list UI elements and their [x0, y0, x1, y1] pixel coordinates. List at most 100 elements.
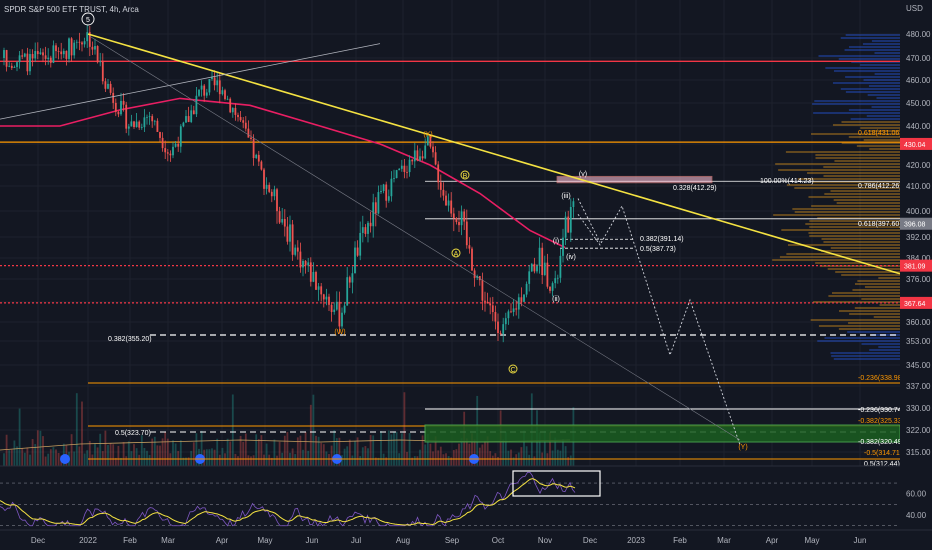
volume-bar	[70, 434, 73, 466]
volume-bar	[434, 436, 437, 466]
volume-bar	[437, 450, 440, 466]
candle-body	[73, 42, 76, 56]
candle-body	[419, 156, 421, 161]
profile-bar	[772, 259, 900, 261]
profile-bar	[845, 91, 900, 93]
fib-label: -0.236(338.98)	[858, 375, 904, 382]
profile-bar	[868, 85, 900, 87]
volume-bar	[73, 451, 76, 466]
candle-body	[231, 107, 234, 113]
candle-body	[122, 100, 125, 105]
profile-bar	[854, 283, 900, 285]
candle-body	[387, 196, 390, 201]
candle-body	[330, 304, 333, 312]
volume-bar	[447, 456, 450, 466]
profile-bar	[854, 307, 900, 309]
volume-bar	[242, 441, 245, 466]
profile-bar	[792, 208, 900, 210]
candle-body	[101, 61, 104, 82]
volume-bar	[83, 453, 86, 466]
volume-bar	[465, 438, 468, 466]
candle-body	[567, 216, 570, 233]
candle-body	[112, 92, 115, 103]
profile-bar	[850, 118, 900, 120]
candle-body	[224, 90, 226, 100]
profile-bar	[786, 184, 900, 186]
volume-bar	[244, 433, 247, 466]
candle-body	[195, 95, 198, 115]
candle-body	[528, 271, 531, 284]
volume-bar	[291, 448, 294, 466]
candle-body	[296, 247, 299, 252]
candle-body	[307, 262, 310, 266]
candle-body	[315, 271, 317, 290]
profile-bar	[794, 187, 900, 189]
profile-bar	[787, 244, 900, 246]
candle-body	[130, 121, 133, 127]
profile-bar	[807, 172, 900, 174]
profile-bar	[878, 277, 900, 279]
volume-bar	[556, 449, 559, 466]
price-tick-label: 360.00	[906, 318, 931, 327]
volume-bar	[429, 443, 432, 466]
candle-body	[465, 221, 468, 246]
candle-body	[572, 201, 575, 207]
volume-bar	[156, 445, 159, 466]
volume-bar	[192, 442, 195, 466]
candle-body	[268, 184, 271, 192]
candle-body	[549, 286, 551, 291]
volume-bar	[450, 457, 453, 466]
time-tick-label: Aug	[396, 536, 410, 545]
candle-body	[452, 213, 455, 219]
volume-bar	[42, 436, 44, 466]
profile-bar	[879, 304, 900, 306]
price-tick-label: 470.00	[906, 54, 931, 63]
price-tick-label: 376.00	[906, 275, 931, 284]
price-axis[interactable]: USD 480.00470.00460.00450.00440.00430.00…	[900, 0, 932, 530]
ma-line	[0, 97, 566, 249]
volume-bar	[276, 455, 278, 466]
time-tick-label: Sep	[445, 536, 460, 545]
profile-bar	[860, 127, 900, 129]
fib-label: 0.618(397.60)	[858, 221, 902, 228]
wave-label: A	[454, 251, 459, 258]
volume-bar	[468, 443, 471, 466]
candle-body	[346, 277, 349, 306]
osc-highlight-box	[512, 470, 601, 497]
volume-bar	[3, 453, 5, 466]
volume-bar	[484, 440, 486, 466]
candle-body	[304, 260, 307, 266]
candle-body	[543, 262, 546, 275]
volume-bar	[216, 438, 219, 466]
candle-body	[34, 51, 37, 59]
profile-bar	[833, 358, 900, 360]
candle-body	[229, 98, 232, 113]
volume-bar	[549, 432, 551, 466]
profile-bar	[832, 124, 900, 126]
candle-body	[536, 265, 538, 272]
volume-bar	[114, 457, 117, 466]
time-tick-label: Jun	[306, 536, 319, 545]
profile-bar	[852, 289, 900, 291]
volume-bar	[424, 444, 427, 466]
profile-bar	[785, 151, 900, 153]
price-tick-label: 400.00	[906, 207, 931, 216]
candle-body	[190, 110, 193, 122]
candle-body	[3, 50, 5, 58]
profile-bar	[868, 130, 900, 132]
candle-body	[390, 178, 393, 197]
volume-bar	[439, 446, 442, 466]
candle-body	[380, 191, 382, 193]
candle-body	[265, 184, 268, 189]
candle-body	[317, 286, 320, 290]
profile-bar	[866, 115, 900, 117]
candle-body	[367, 222, 369, 234]
candle-body	[26, 53, 29, 72]
profile-bar	[797, 178, 900, 180]
candle-body	[169, 153, 172, 156]
profile-bar	[873, 316, 900, 318]
candle-body	[343, 305, 346, 313]
time-axis[interactable]: Dec 2022 Feb Mar Apr May Jun Jul Aug Sep Oct Nov Dec…	[0, 529, 932, 550]
volume-bar	[49, 449, 52, 466]
